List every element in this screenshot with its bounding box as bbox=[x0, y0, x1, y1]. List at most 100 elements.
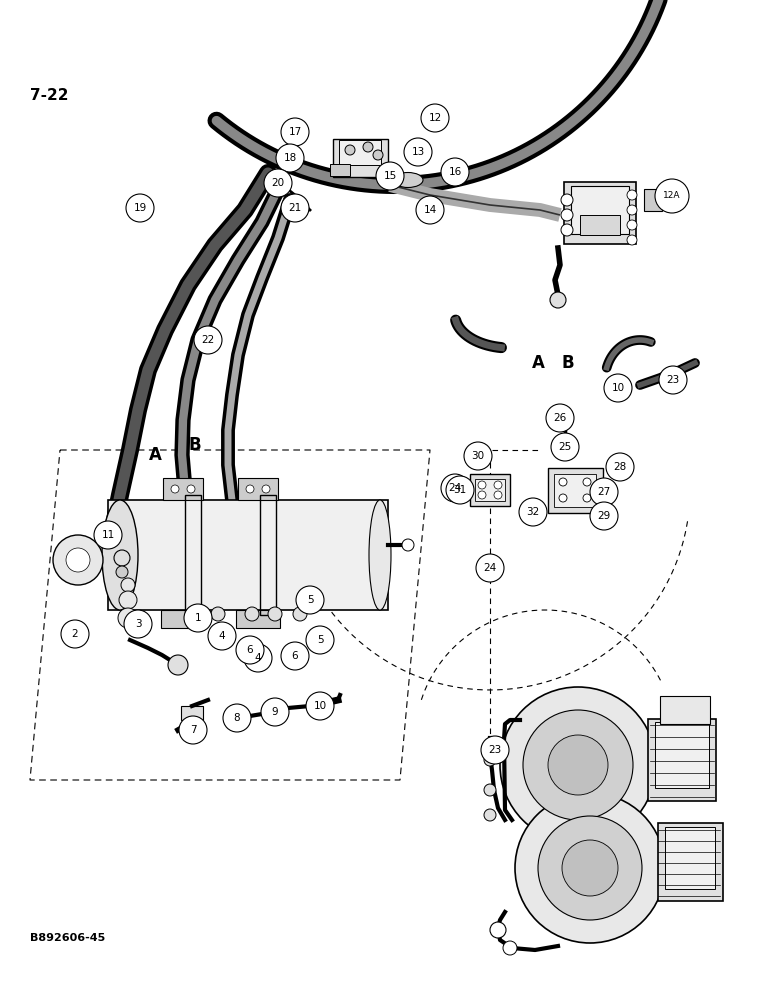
Circle shape bbox=[627, 190, 637, 200]
Bar bbox=[470, 474, 510, 506]
Circle shape bbox=[262, 485, 270, 493]
Text: 32: 32 bbox=[527, 507, 540, 517]
Text: 5: 5 bbox=[306, 595, 313, 605]
Circle shape bbox=[245, 607, 259, 621]
Circle shape bbox=[276, 144, 304, 172]
Circle shape bbox=[546, 404, 574, 432]
Text: 28: 28 bbox=[614, 462, 627, 472]
Circle shape bbox=[118, 608, 138, 628]
Text: 6: 6 bbox=[292, 651, 298, 661]
Circle shape bbox=[296, 586, 324, 614]
Bar bbox=[330, 164, 350, 176]
Text: 5: 5 bbox=[317, 635, 323, 645]
Text: B892606-45: B892606-45 bbox=[30, 933, 105, 943]
Text: 6: 6 bbox=[247, 645, 253, 655]
Circle shape bbox=[468, 448, 488, 468]
Text: 1: 1 bbox=[195, 613, 201, 623]
Text: 24: 24 bbox=[483, 563, 496, 573]
Circle shape bbox=[583, 494, 591, 502]
Bar bbox=[580, 215, 620, 235]
Ellipse shape bbox=[369, 500, 391, 610]
Circle shape bbox=[561, 209, 573, 221]
Circle shape bbox=[168, 655, 188, 675]
Text: A: A bbox=[532, 354, 544, 372]
Circle shape bbox=[94, 521, 122, 549]
Circle shape bbox=[281, 118, 309, 146]
Text: 8: 8 bbox=[234, 713, 240, 723]
Circle shape bbox=[228, 705, 248, 725]
Circle shape bbox=[194, 326, 222, 354]
Text: 13: 13 bbox=[411, 147, 425, 157]
Text: 30: 30 bbox=[472, 451, 485, 461]
Circle shape bbox=[476, 554, 504, 582]
Text: 7: 7 bbox=[190, 725, 196, 735]
Bar bbox=[236, 610, 280, 628]
Circle shape bbox=[373, 150, 383, 160]
Text: 22: 22 bbox=[201, 335, 215, 345]
Bar bbox=[648, 719, 716, 801]
Circle shape bbox=[441, 474, 469, 502]
Text: B: B bbox=[188, 436, 201, 454]
Circle shape bbox=[268, 607, 282, 621]
Text: 4: 4 bbox=[218, 631, 225, 641]
Bar bbox=[554, 474, 596, 506]
Circle shape bbox=[551, 433, 579, 461]
Circle shape bbox=[223, 704, 251, 732]
Text: 10: 10 bbox=[611, 383, 625, 393]
Circle shape bbox=[538, 816, 642, 920]
Circle shape bbox=[523, 710, 633, 820]
Bar bbox=[339, 139, 381, 164]
Circle shape bbox=[478, 491, 486, 499]
Circle shape bbox=[494, 481, 502, 489]
Circle shape bbox=[421, 104, 449, 132]
Circle shape bbox=[246, 485, 254, 493]
Circle shape bbox=[345, 145, 355, 155]
Circle shape bbox=[604, 374, 632, 402]
Circle shape bbox=[548, 735, 608, 795]
Text: 29: 29 bbox=[598, 511, 611, 521]
Circle shape bbox=[363, 142, 373, 152]
Circle shape bbox=[281, 194, 309, 222]
Circle shape bbox=[264, 169, 292, 197]
Circle shape bbox=[402, 539, 414, 551]
Bar bbox=[181, 706, 203, 720]
Circle shape bbox=[116, 566, 128, 578]
Circle shape bbox=[478, 481, 486, 489]
Text: 31: 31 bbox=[453, 485, 466, 495]
Ellipse shape bbox=[102, 500, 138, 610]
Bar bbox=[660, 696, 710, 724]
Circle shape bbox=[211, 607, 225, 621]
Circle shape bbox=[263, 701, 281, 719]
Circle shape bbox=[592, 508, 608, 524]
Bar bbox=[108, 500, 388, 610]
Bar bbox=[644, 189, 662, 211]
Circle shape bbox=[494, 491, 502, 499]
Circle shape bbox=[273, 183, 287, 197]
Text: 19: 19 bbox=[134, 203, 147, 213]
Circle shape bbox=[655, 179, 689, 213]
Bar bbox=[161, 610, 205, 628]
Text: 15: 15 bbox=[384, 171, 397, 181]
Text: 14: 14 bbox=[423, 205, 437, 215]
Circle shape bbox=[61, 620, 89, 648]
Circle shape bbox=[559, 494, 567, 502]
Circle shape bbox=[490, 922, 506, 938]
Circle shape bbox=[500, 687, 656, 843]
Text: 2: 2 bbox=[72, 629, 78, 639]
Bar bbox=[658, 823, 723, 901]
Text: 27: 27 bbox=[598, 487, 611, 497]
Text: 3: 3 bbox=[134, 619, 141, 629]
Circle shape bbox=[484, 739, 496, 751]
Ellipse shape bbox=[393, 172, 423, 188]
Circle shape bbox=[441, 158, 469, 186]
Text: B: B bbox=[562, 354, 574, 372]
Text: 23: 23 bbox=[489, 745, 502, 755]
Text: 11: 11 bbox=[101, 530, 114, 540]
Bar bbox=[333, 139, 388, 177]
Circle shape bbox=[561, 224, 573, 236]
Bar bbox=[475, 479, 505, 501]
Text: 20: 20 bbox=[272, 178, 285, 188]
Circle shape bbox=[464, 442, 492, 470]
Text: 16: 16 bbox=[449, 167, 462, 177]
Text: 12A: 12A bbox=[663, 192, 681, 200]
